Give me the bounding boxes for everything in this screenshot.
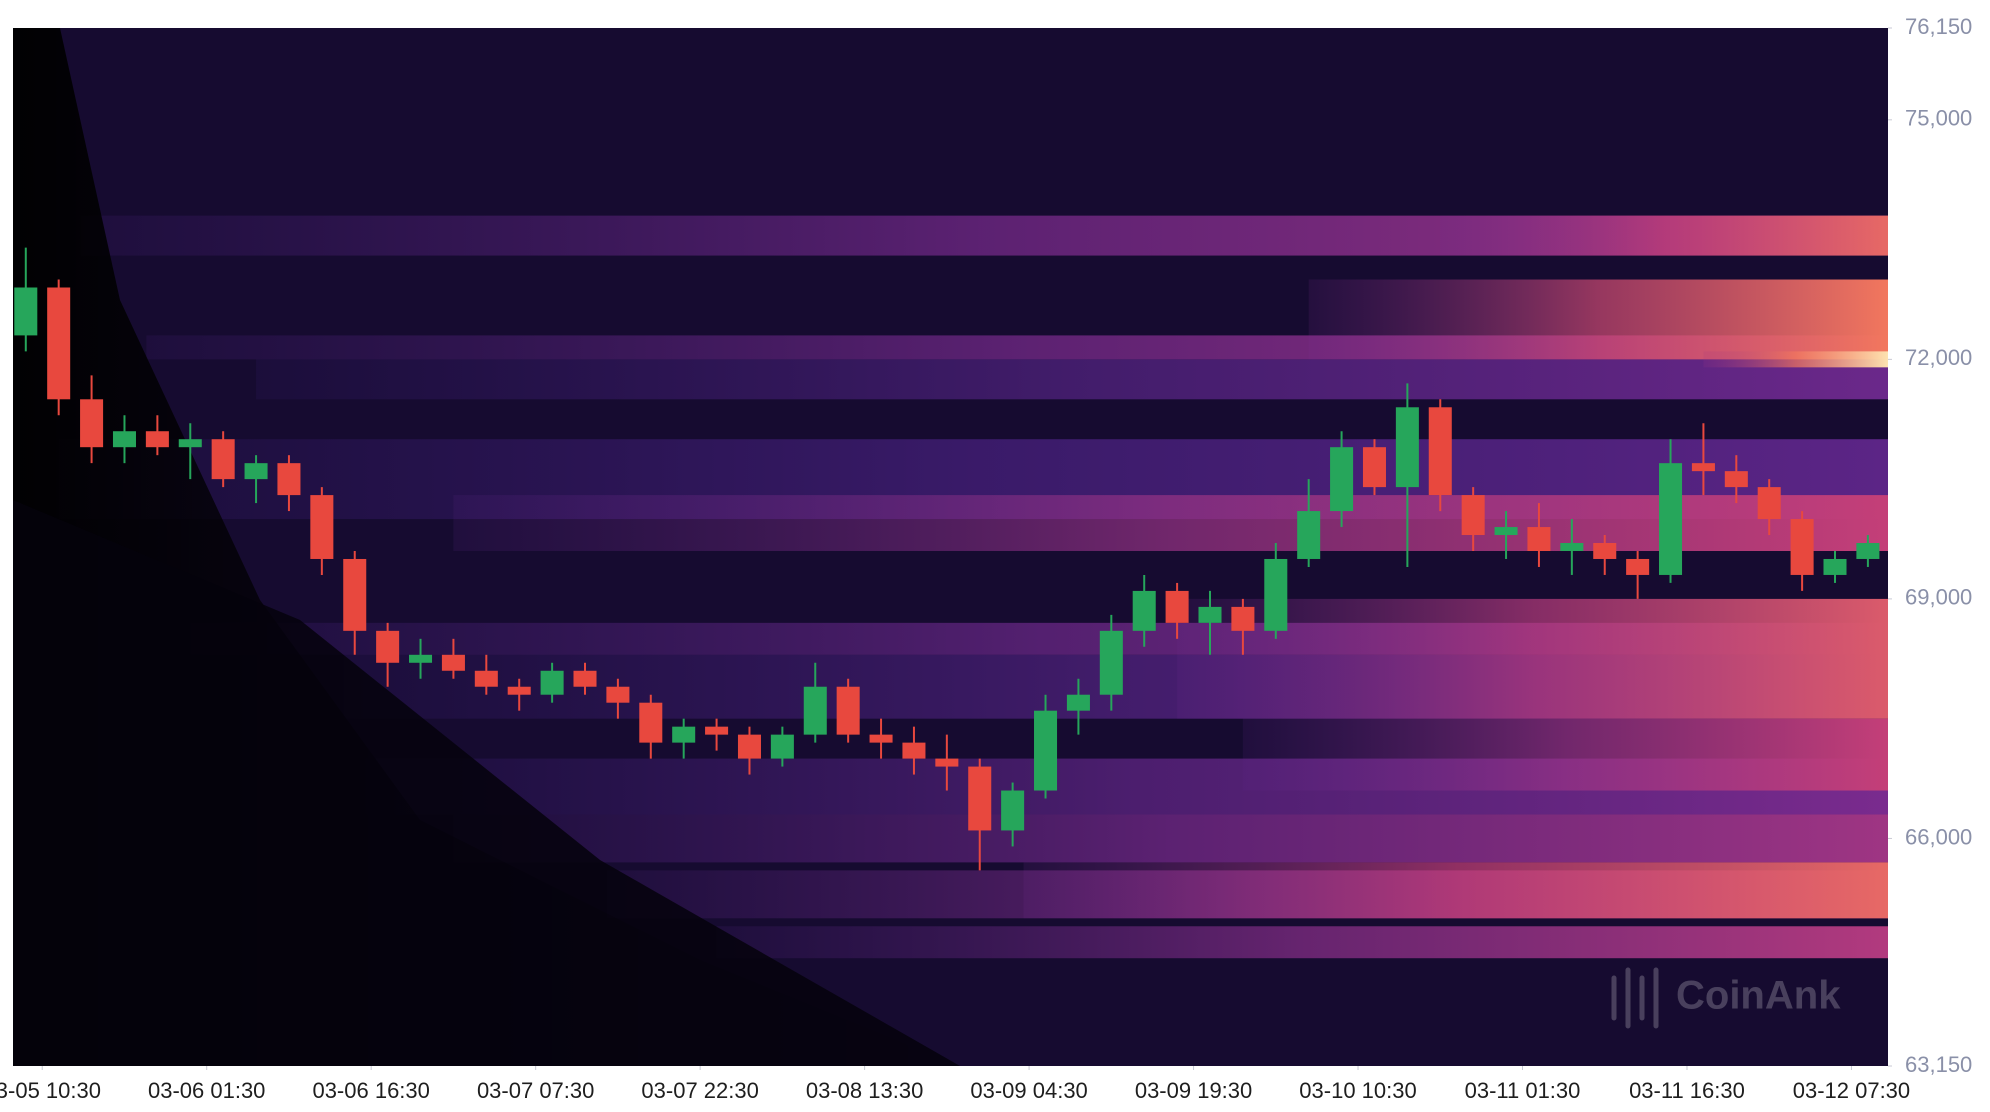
candle-body: [343, 558, 367, 631]
x-tick-label: 03-06 01:30: [148, 1078, 265, 1103]
candle-body: [376, 630, 400, 663]
candle-body: [1264, 558, 1288, 631]
candle-body: [14, 287, 38, 336]
heat-band: [453, 495, 1888, 551]
candle-body: [968, 766, 992, 831]
candle-body: [1659, 463, 1683, 575]
candle-body: [1297, 511, 1321, 559]
heat-band: [1242, 718, 1888, 791]
candle-body: [672, 726, 696, 743]
y-tick-label: 69,000: [1905, 585, 1972, 610]
candle-body: [1593, 543, 1617, 559]
candle-body: [1001, 790, 1025, 831]
heat-band: [1308, 279, 1888, 360]
candle-body: [737, 734, 761, 759]
candle-body: [540, 670, 564, 695]
candle-body: [277, 463, 301, 496]
candle-body: [770, 734, 794, 759]
candle-body: [178, 439, 202, 448]
candle-body: [1691, 463, 1715, 472]
candle-body: [1428, 407, 1452, 496]
y-tick-label: 66,000: [1905, 824, 1972, 849]
x-tick-label: 03-09 04:30: [970, 1078, 1087, 1103]
candle-body: [211, 439, 235, 480]
candle-body: [1231, 606, 1255, 631]
candle-body: [145, 431, 169, 448]
candle-body: [836, 686, 860, 735]
candle-body: [409, 654, 433, 663]
candle-body: [705, 726, 729, 735]
watermark-text: CoinAnk: [1676, 974, 1841, 1018]
heat-band: [1177, 598, 1888, 719]
candles: [14, 247, 1880, 871]
candle-body: [935, 758, 959, 767]
candle-body: [441, 654, 465, 671]
candle-body: [80, 399, 104, 448]
heat-band: [453, 814, 1888, 863]
candle-body: [1494, 527, 1518, 536]
x-axis: 03-05 10:30 03-06 01:30 03-06 16:30 03-07 0…: [0, 1066, 1910, 1103]
heat-band: [1023, 862, 1888, 919]
candle-body: [1823, 558, 1847, 575]
watermark-icon: [1611, 967, 1659, 1029]
shade: [13, 28, 960, 1066]
x-tick-label: 03-07 22:30: [641, 1078, 758, 1103]
candle-body: [1527, 527, 1551, 551]
x-tick-label: 03-06 16:30: [312, 1078, 429, 1103]
heat-band: [1703, 351, 1888, 368]
candle-body: [1560, 543, 1584, 551]
y-tick-label: 76,150: [1905, 14, 1972, 39]
candle-body: [1856, 543, 1880, 559]
candle-body: [1395, 407, 1419, 488]
candle-body: [1330, 447, 1354, 512]
candle-body: [1626, 558, 1650, 575]
y-axis: 63,150 66,000 69,000 72,000 75,000 76,150: [1888, 14, 1972, 1077]
candle-body: [1165, 590, 1189, 623]
candle-body: [573, 670, 597, 687]
y-tick-label: 75,000: [1905, 106, 1972, 131]
shade-region: [13, 500, 960, 1066]
candle-body: [1724, 471, 1748, 488]
candle-body: [1362, 447, 1386, 488]
heat-band: [1440, 215, 1888, 256]
candle-body: [902, 742, 926, 759]
candle-body: [1132, 590, 1156, 631]
candle-body: [1790, 519, 1814, 575]
y-tick-label: 72,000: [1905, 345, 1972, 370]
x-tick-label: 03-12 07:30: [1793, 1078, 1910, 1103]
candle-body: [244, 463, 268, 480]
candle-body: [639, 702, 663, 743]
candle-body: [1066, 694, 1090, 711]
heatmap: [58, 215, 1888, 959]
candle-body: [1034, 710, 1058, 791]
candle-body: [47, 287, 71, 400]
candle-body: [869, 734, 893, 743]
candle-body: [803, 686, 827, 735]
candle-body: [1198, 606, 1222, 623]
x-tick-label: 03-08 13:30: [806, 1078, 923, 1103]
candle-body: [112, 431, 136, 448]
x-tick-label: 03-07 07:30: [477, 1078, 594, 1103]
x-tick-label: 03-11 01:30: [1465, 1078, 1581, 1103]
candle-body: [606, 686, 630, 703]
x-tick-label: 03-10 10:30: [1299, 1078, 1416, 1103]
candle-body: [474, 670, 498, 687]
watermark: CoinAnk: [1611, 967, 1841, 1029]
heat-band: [256, 359, 1888, 400]
x-tick-label: 03-09 19:30: [1135, 1078, 1252, 1103]
heat-band: [716, 926, 1888, 959]
candle-body: [1461, 495, 1485, 536]
candle-body: [1757, 487, 1781, 520]
candle-body: [507, 686, 531, 695]
x-tick-label: 03-05 10:30: [0, 1078, 101, 1103]
x-tick-label: 03-11 16:30: [1629, 1078, 1745, 1103]
logo: [1611, 967, 1659, 1029]
y-tick-label: 63,150: [1905, 1052, 1972, 1077]
candle-body: [1099, 630, 1123, 695]
candle-body: [310, 495, 334, 559]
